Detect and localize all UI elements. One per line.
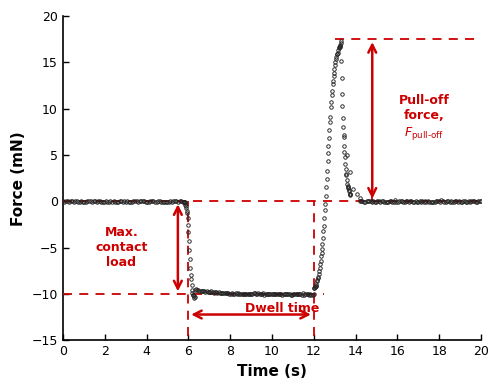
Y-axis label: Force (mN): Force (mN) [11, 131, 26, 225]
X-axis label: Time (s): Time (s) [237, 364, 307, 379]
Text: Pull-off
force,
$F_\mathrm{pull\text{-}off}$: Pull-off force, $F_\mathrm{pull\text{-}o… [399, 94, 450, 142]
Text: Dwell time: Dwell time [245, 301, 320, 315]
Text: Max.
contact
load: Max. contact load [95, 226, 148, 269]
